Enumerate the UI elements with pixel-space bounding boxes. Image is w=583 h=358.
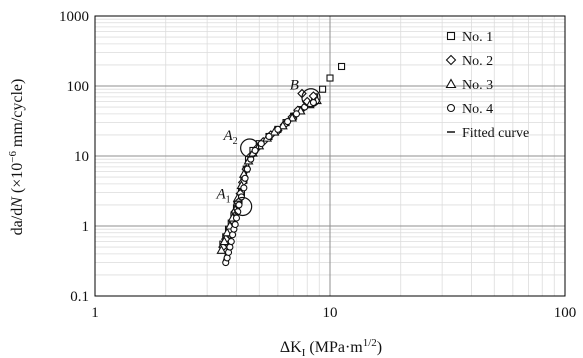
data-point-circle bbox=[231, 220, 239, 229]
data-point-circle bbox=[227, 237, 235, 246]
data-point-square bbox=[319, 85, 327, 93]
annotation-circle bbox=[233, 196, 253, 217]
data-point-circle bbox=[243, 165, 251, 173]
legend: No. 1 No. 2 No. 3 No. 4 Fitted curve bbox=[445, 30, 529, 141]
y-tick-label: 10 bbox=[74, 149, 89, 165]
data-point-square bbox=[338, 62, 346, 71]
x-axis-ticks: 1 10 100 bbox=[91, 305, 576, 321]
data-point-triangle bbox=[219, 236, 230, 246]
annotation-label: A2 bbox=[222, 128, 237, 147]
legend-marker bbox=[446, 103, 456, 113]
legend-marker bbox=[446, 31, 456, 41]
data-points bbox=[216, 62, 346, 267]
data-point-circle bbox=[309, 99, 317, 107]
data-point-triangle bbox=[216, 245, 227, 254]
y-axis-label: da/dN (×10−6 mm/cycle) bbox=[7, 79, 26, 236]
y-tick-label: 100 bbox=[67, 79, 90, 95]
data-point-circle bbox=[232, 214, 241, 222]
legend-marker bbox=[445, 54, 457, 66]
legend-label: No. 2 bbox=[462, 54, 493, 69]
legend-label: No. 3 bbox=[462, 78, 493, 93]
x-tick-label: 1 bbox=[91, 305, 99, 321]
y-tick-label: 1000 bbox=[59, 9, 89, 25]
y-axis-ticks: 0.1 1 10 100 1000 bbox=[59, 9, 89, 305]
fitted-curve bbox=[222, 101, 318, 263]
data-point-circle bbox=[247, 155, 255, 163]
data-point-square bbox=[326, 74, 334, 82]
x-tick-label: 100 bbox=[554, 305, 577, 321]
data-point-circle bbox=[265, 132, 273, 141]
data-point-triangle bbox=[277, 120, 288, 130]
fitted-curve-line bbox=[222, 101, 318, 263]
y-tick-label: 0.1 bbox=[70, 289, 89, 305]
annotation-circle bbox=[301, 88, 321, 108]
plot-area-frame bbox=[94, 15, 566, 297]
data-point-circle bbox=[274, 125, 282, 133]
annotations: A1 A2 B bbox=[215, 78, 321, 217]
x-tick-label: 10 bbox=[323, 305, 338, 321]
data-point-circle bbox=[240, 184, 248, 192]
x-axis-label: ΔKI (MPa·m1/2) bbox=[280, 337, 382, 358]
annotation-label: B bbox=[290, 78, 299, 94]
data-point-circle bbox=[292, 110, 301, 118]
annotation-label: A1 bbox=[215, 186, 230, 205]
y-tick-label: 1 bbox=[82, 219, 90, 235]
data-point-circle bbox=[235, 201, 243, 209]
data-point-circle bbox=[257, 140, 265, 148]
data-point-circle bbox=[241, 174, 249, 182]
data-point-circle bbox=[284, 118, 292, 126]
legend-label: No. 1 bbox=[462, 30, 493, 45]
data-point-circle bbox=[301, 103, 309, 111]
annotation-circle bbox=[240, 138, 260, 158]
legend-label: No. 4 bbox=[462, 102, 493, 117]
legend-label: Fitted curve bbox=[462, 126, 529, 141]
legend-marker bbox=[445, 78, 457, 89]
